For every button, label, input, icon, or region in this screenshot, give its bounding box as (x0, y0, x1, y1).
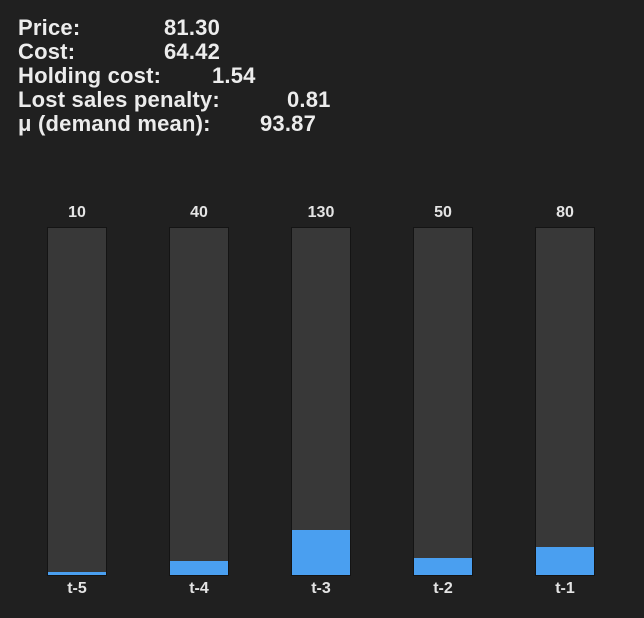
bar-track (535, 227, 595, 576)
bar-period-label: t-5 (67, 580, 87, 597)
price-row: Price: 81.30 (18, 16, 618, 40)
bar-period-label: t-4 (189, 580, 209, 597)
lost-sales-penalty-label: Lost sales penalty: (18, 87, 220, 112)
bar-fill (48, 572, 106, 575)
parameter-panel: Price: 81.30 Cost: 64.42 Holding cost: 1… (18, 16, 618, 136)
bar-fill (170, 561, 228, 575)
bar-track (47, 227, 107, 576)
bar-period-label: t-1 (555, 580, 575, 597)
bar-column: 40 t-4 (168, 200, 230, 610)
lost-sales-penalty-value: 0.81 (287, 87, 331, 112)
bar-value-label: 50 (434, 204, 452, 221)
bar-track (169, 227, 229, 576)
bar-column: 80 t-1 (534, 200, 596, 610)
bar-period-label: t-3 (311, 580, 331, 597)
bar-column: 130 t-3 (290, 200, 352, 610)
cost-value: 64.42 (164, 39, 221, 64)
bar-value-label: 40 (190, 204, 208, 221)
demand-mean-value: 93.87 (260, 111, 317, 136)
bar-column: 10 t-5 (46, 200, 108, 610)
bar-value-label: 10 (68, 204, 86, 221)
cost-row: Cost: 64.42 (18, 40, 618, 64)
holding-cost-label: Holding cost: (18, 63, 162, 88)
bar-track (291, 227, 351, 576)
demand-mean-row: μ (demand mean): 93.87 (18, 112, 618, 136)
bar-fill (292, 530, 350, 575)
bar-column: 50 t-2 (412, 200, 474, 610)
lost-sales-penalty-row: Lost sales penalty: 0.81 (18, 88, 618, 112)
price-value: 81.30 (164, 15, 221, 40)
bar-value-label: 130 (307, 204, 335, 221)
holding-cost-row: Holding cost: 1.54 (18, 64, 618, 88)
bar-fill (536, 547, 594, 575)
bar-value-label: 80 (556, 204, 574, 221)
bar-period-label: t-2 (433, 580, 453, 597)
price-label: Price: (18, 15, 81, 40)
demand-mean-label: μ (demand mean): (18, 111, 211, 136)
holding-cost-value: 1.54 (212, 63, 256, 88)
bar-track (413, 227, 473, 576)
bar-fill (414, 558, 472, 575)
cost-label: Cost: (18, 39, 76, 64)
